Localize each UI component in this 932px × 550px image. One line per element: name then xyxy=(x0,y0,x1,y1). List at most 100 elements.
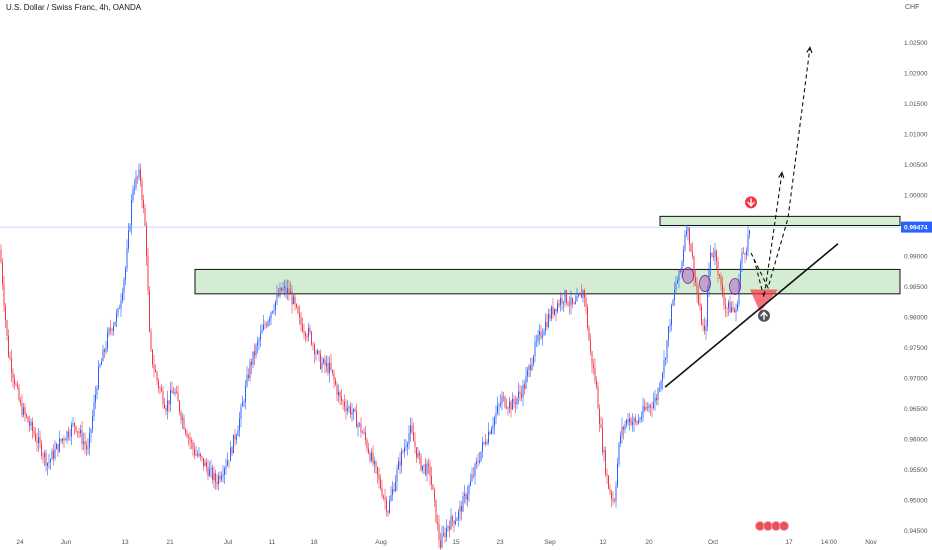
candle-body xyxy=(632,422,633,425)
pattern-triangle xyxy=(750,289,778,313)
candle-body xyxy=(599,408,600,425)
candle-body xyxy=(494,417,495,426)
candle-body xyxy=(159,387,161,389)
candle-body xyxy=(176,391,177,393)
candle-body xyxy=(366,439,368,449)
support-resistance-zone[interactable] xyxy=(194,268,901,295)
candle-body xyxy=(188,437,189,438)
candle-body xyxy=(489,431,491,434)
candle-body xyxy=(708,269,710,291)
candle-body xyxy=(575,301,576,304)
candle-body xyxy=(531,364,533,370)
candle-body xyxy=(398,461,399,470)
candle-body xyxy=(257,342,258,346)
candle-body xyxy=(234,434,236,440)
candle-body xyxy=(131,199,132,226)
candle-body xyxy=(215,473,216,483)
candle-body xyxy=(294,296,296,305)
candle-body xyxy=(323,359,324,363)
candle-body xyxy=(267,321,269,326)
highlight-ellipse xyxy=(699,275,711,292)
candle-body xyxy=(308,328,309,337)
candle-body xyxy=(386,499,387,512)
candle-body xyxy=(741,252,743,264)
candle-body xyxy=(683,249,684,262)
x-tick-label: 15 xyxy=(452,539,460,546)
candle-body xyxy=(647,407,648,408)
candle-body xyxy=(41,443,42,457)
candle-body xyxy=(444,533,446,538)
candle-body xyxy=(495,412,497,418)
candle-body xyxy=(56,444,57,450)
candle-body xyxy=(12,372,14,379)
candle-body xyxy=(600,424,602,428)
candle-body xyxy=(725,304,726,308)
candle-body xyxy=(669,325,671,327)
candle-body xyxy=(552,306,554,315)
candle-body xyxy=(479,460,480,463)
x-tick-label: 14:00 xyxy=(821,539,838,546)
candle-body xyxy=(212,467,213,481)
candle-body xyxy=(173,393,174,394)
candle-body xyxy=(432,484,434,490)
candle-body xyxy=(677,280,678,284)
x-tick-label: 18 xyxy=(310,539,318,546)
candle-body xyxy=(296,304,297,307)
candle-body xyxy=(348,406,350,409)
candle-body xyxy=(179,401,180,413)
candle-body xyxy=(588,327,590,341)
candle-body xyxy=(69,436,71,437)
candle-body xyxy=(611,492,612,499)
candle-body xyxy=(393,489,395,492)
candle-body xyxy=(501,396,503,404)
upper-resistance-zone[interactable] xyxy=(659,215,901,227)
candle-body xyxy=(143,200,144,208)
candle-body xyxy=(335,379,336,385)
x-tick-label: 21 xyxy=(166,539,174,546)
candle-body xyxy=(744,253,746,255)
candle-body xyxy=(695,277,696,283)
y-tick-label: 1.00500 xyxy=(904,162,928,169)
candle-body xyxy=(3,284,5,306)
ascending-trendline[interactable] xyxy=(664,243,839,388)
candle-body xyxy=(521,393,522,398)
candle-body xyxy=(417,453,419,458)
candle-body xyxy=(731,307,732,313)
candle-body xyxy=(309,328,311,332)
candle-body xyxy=(680,269,681,273)
x-tick-label: Nov xyxy=(865,539,877,546)
candle-body xyxy=(30,421,32,426)
candle-body xyxy=(722,284,723,295)
candle-body xyxy=(288,288,290,294)
candle-body xyxy=(341,396,342,401)
candle-body xyxy=(230,447,231,462)
candle-body xyxy=(344,401,345,407)
candle-body xyxy=(548,314,549,328)
candle-body xyxy=(585,297,587,308)
zones[interactable] xyxy=(0,215,901,295)
y-tick-label: 1.00000 xyxy=(904,192,928,199)
candle-body xyxy=(681,261,683,273)
candle-body xyxy=(614,501,615,502)
candle-body xyxy=(54,449,56,459)
candle-body xyxy=(269,318,270,322)
candle-body xyxy=(170,390,171,405)
candle-body xyxy=(39,437,41,444)
candle-body xyxy=(189,437,191,441)
candle-body xyxy=(482,442,483,452)
candle-body xyxy=(402,451,404,453)
drawings[interactable] xyxy=(664,46,839,388)
candle-body xyxy=(453,520,455,525)
candle-body xyxy=(312,344,314,346)
candle-body xyxy=(266,325,267,326)
candle-body xyxy=(195,454,197,456)
x-tick-label: Aug xyxy=(375,539,387,546)
candle-body xyxy=(618,443,620,464)
candle-body xyxy=(149,290,150,332)
candle-body xyxy=(461,506,462,512)
us-flag-event-icon[interactable] xyxy=(779,521,789,531)
candle-body xyxy=(431,475,432,485)
candle-body xyxy=(236,435,237,440)
candle-body xyxy=(713,256,714,258)
